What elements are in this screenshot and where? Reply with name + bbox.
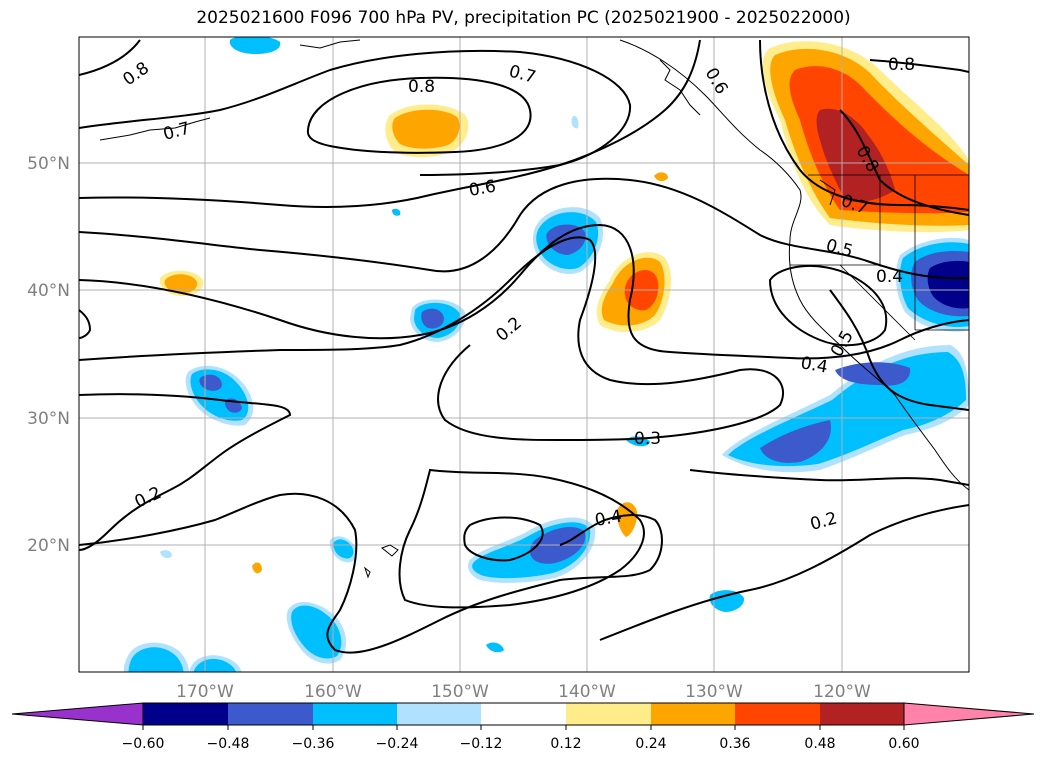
plot-title: 2025021600 F096 700 hPa PV, precipitatio… xyxy=(196,8,851,28)
colorbar: −0.60 −0.48 −0.36 −0.24 −0.12 0.12 0.24 … xyxy=(11,702,1035,752)
colorbar-tick-label: 0.12 xyxy=(550,736,581,752)
colorbar-bin xyxy=(566,703,651,725)
lon-label-130w: 130°W xyxy=(685,682,743,702)
contour-0.4-inner xyxy=(768,264,888,347)
colorbar-tick-label: −0.12 xyxy=(460,736,503,752)
precip-negative-east xyxy=(895,237,969,332)
contour-0.3 xyxy=(79,236,785,441)
contour-0.4-inner-south xyxy=(463,516,544,562)
precip-positive-north xyxy=(385,104,469,158)
contour-0.2 xyxy=(79,393,292,551)
lat-label-30n: 30°N xyxy=(27,409,70,429)
lon-label-120w: 120°W xyxy=(813,682,871,702)
latitude-labels: 50°N 40°N 30°N 20°N xyxy=(27,154,70,556)
contour-label: 0.4 xyxy=(799,353,829,377)
colorbar-tick-label: 0.36 xyxy=(719,736,750,752)
precip-negative-west xyxy=(185,299,466,426)
contour-0.4-south xyxy=(398,468,645,609)
map-border xyxy=(78,36,970,673)
contour-0.2-south xyxy=(79,492,663,654)
precip-negative-central xyxy=(532,207,604,275)
contour-label: 0.4 xyxy=(593,507,623,531)
colorbar-extend-left xyxy=(11,702,144,726)
coastlines xyxy=(99,39,969,579)
colorbar-tick-label: 0.48 xyxy=(804,736,835,752)
colorbar-bin xyxy=(143,703,228,725)
contour-0.8-east xyxy=(869,59,969,73)
contour-label: 0.8 xyxy=(888,55,915,75)
colorbar-tick-label: 0.60 xyxy=(888,736,919,752)
colorbar-bin xyxy=(820,703,904,725)
state-borders xyxy=(790,174,969,341)
contour-0.7-east xyxy=(759,39,969,211)
contour-label: 0.4 xyxy=(876,267,903,287)
contour-0.5-east xyxy=(829,289,969,411)
colorbar-frame xyxy=(142,702,905,726)
colorbar-bin xyxy=(735,703,820,725)
contour-0.5 xyxy=(79,177,969,280)
colorbar-tick-label: −0.48 xyxy=(207,736,250,752)
contour-0.6 xyxy=(79,39,701,208)
contour-label: 0.6 xyxy=(467,177,497,201)
lat-label-50n: 50°N xyxy=(27,154,70,174)
contour-0.2-se xyxy=(599,504,969,641)
contour-0.2-east xyxy=(689,469,969,486)
colorbar-tick-label: 0.24 xyxy=(635,736,666,752)
colorbar-bin xyxy=(481,703,566,725)
contour-0.8-ne xyxy=(839,109,969,216)
longitude-labels: 170°W 160°W 150°W 140°W 130°W 120°W xyxy=(176,682,871,702)
contour-0.8-north xyxy=(306,76,532,154)
colorbar-extend-right xyxy=(903,702,1035,726)
contour-left-edge xyxy=(79,309,92,339)
contour-label: 0.8 xyxy=(408,77,435,97)
lon-label-160w: 160°W xyxy=(304,682,362,702)
colorbar-tick-label: −0.60 xyxy=(122,736,165,752)
contour-label: 0.3 xyxy=(634,429,661,449)
lon-label-170w: 170°W xyxy=(176,682,234,702)
colorbar-bin xyxy=(228,703,313,725)
lon-label-150w: 150°W xyxy=(431,682,489,702)
colorbar-bin xyxy=(313,703,397,725)
pv-contours xyxy=(79,39,969,654)
precip-negative-southeast xyxy=(722,345,969,473)
colorbar-tick-label: −0.36 xyxy=(292,736,335,752)
contour-0.4 xyxy=(79,223,969,360)
colorbar-bin xyxy=(397,703,481,725)
contour-0.8-west xyxy=(79,39,141,76)
lat-label-40n: 40°N xyxy=(27,281,70,301)
colorbar-tick-label: −0.24 xyxy=(376,736,419,752)
lon-label-140w: 140°W xyxy=(558,682,616,702)
lat-label-20n: 20°N xyxy=(27,536,70,556)
colorbar-bin xyxy=(651,703,735,725)
